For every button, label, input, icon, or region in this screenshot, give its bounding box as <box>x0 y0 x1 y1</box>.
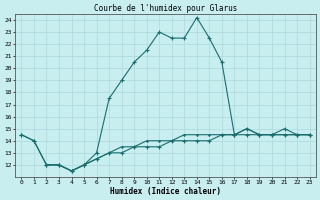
Title: Courbe de l'humidex pour Glarus: Courbe de l'humidex pour Glarus <box>94 4 237 13</box>
X-axis label: Humidex (Indice chaleur): Humidex (Indice chaleur) <box>110 187 221 196</box>
